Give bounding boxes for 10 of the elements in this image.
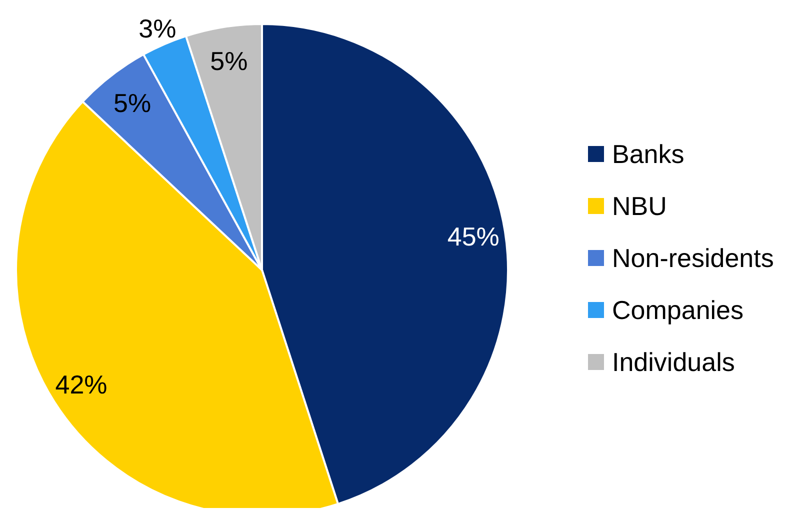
legend-label: Non-residents <box>612 242 774 274</box>
legend-label: Individuals <box>612 346 735 378</box>
legend-label: Companies <box>612 294 744 326</box>
data-label: 5% <box>114 88 152 118</box>
data-label: 42% <box>55 370 108 400</box>
data-label: 3% <box>138 13 176 44</box>
data-label: 45% <box>447 222 500 252</box>
legend-label: NBU <box>612 190 667 222</box>
data-label: 5% <box>210 46 248 76</box>
legend-label: Banks <box>612 138 684 170</box>
